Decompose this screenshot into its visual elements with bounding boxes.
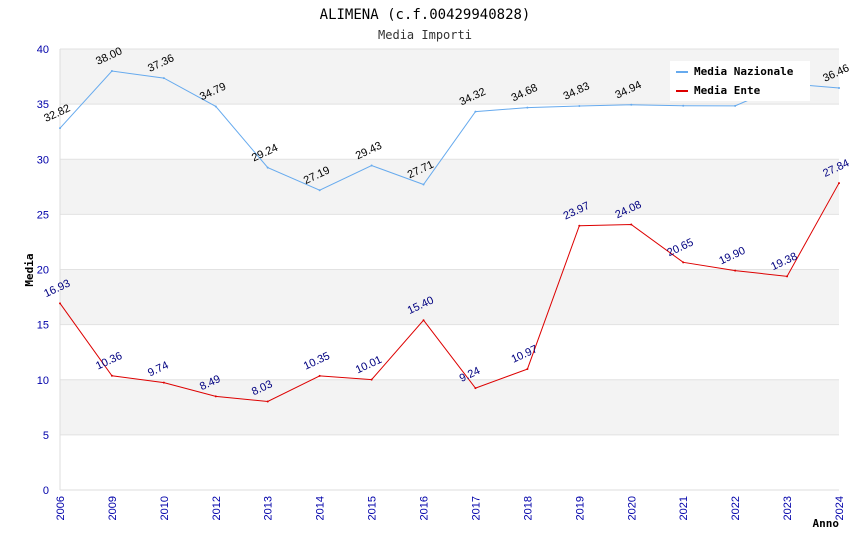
x-tick-label: 2006 xyxy=(55,496,67,520)
x-tick-label: 2021 xyxy=(678,496,690,520)
y-tick-label: 20 xyxy=(37,265,49,277)
data-point-media-ente xyxy=(526,368,529,371)
series-line-media-ente xyxy=(59,182,840,402)
y-tick-label: 40 xyxy=(37,44,49,56)
data-point-media-nazionale xyxy=(474,110,477,113)
data-point-media-ente xyxy=(682,261,685,264)
data-point-media-nazionale xyxy=(162,77,165,80)
grid-band xyxy=(60,434,839,490)
grid-bands xyxy=(60,48,839,491)
grid-band xyxy=(60,379,839,435)
data-point-media-nazionale xyxy=(59,127,61,130)
data-point-media-ente xyxy=(578,224,581,227)
x-tick-label: 2022 xyxy=(730,496,742,520)
series-group xyxy=(59,70,840,403)
data-point-media-ente xyxy=(110,374,113,377)
legend: Media Nazionale Media Ente xyxy=(670,61,810,101)
data-point-media-nazionale xyxy=(630,103,633,106)
x-tick-label: 2024 xyxy=(834,496,846,520)
y-tick-label: 0 xyxy=(43,485,49,497)
x-tick-label: 2014 xyxy=(315,496,327,520)
data-point-media-ente xyxy=(162,381,165,384)
x-tick-label: 2017 xyxy=(470,496,482,520)
data-point-media-ente xyxy=(266,400,269,403)
x-tick-label: 2019 xyxy=(574,496,586,520)
data-point-media-ente xyxy=(838,182,840,185)
data-point-media-nazionale xyxy=(578,104,581,107)
data-point-media-nazionale xyxy=(214,105,217,108)
data-point-media-nazionale xyxy=(370,164,373,167)
data-point-media-nazionale xyxy=(318,189,321,192)
data-point-media-ente xyxy=(786,275,789,278)
data-point-media-nazionale xyxy=(734,104,737,107)
data-point-media-ente xyxy=(370,378,373,381)
data-point-media-ente xyxy=(630,223,633,226)
x-tick-label: 2009 xyxy=(107,496,119,520)
y-tick-label: 35 xyxy=(37,99,49,111)
data-point-media-ente xyxy=(474,387,477,390)
legend-label-media-nazionale: Media Nazionale xyxy=(694,65,794,78)
data-point-media-nazionale xyxy=(266,166,269,169)
axes xyxy=(59,49,839,491)
data-point-media-ente xyxy=(422,319,425,322)
x-tick-label: 2015 xyxy=(367,496,379,520)
y-tick-label: 10 xyxy=(37,375,49,387)
data-point-media-nazionale xyxy=(110,70,113,73)
x-tick-label: 2013 xyxy=(263,496,275,520)
y-ticks: 0 5 10 15 20 25 30 35 40 xyxy=(37,44,49,497)
x-ticks: 2006 2009 2010 2012 2013 2014 2015 2016 2017 2018… xyxy=(55,496,846,520)
grid-band xyxy=(60,214,839,270)
x-tick-label: 2012 xyxy=(211,496,223,520)
y-tick-label: 25 xyxy=(37,209,49,221)
chart-title: ALIMENA (c.f.00429940828) xyxy=(320,7,531,23)
x-tick-label: 2010 xyxy=(159,496,171,520)
x-tick-label: 2016 xyxy=(419,496,431,520)
data-point-media-nazionale xyxy=(682,104,685,107)
y-tick-label: 15 xyxy=(37,320,49,332)
x-tick-label: 2020 xyxy=(626,496,638,520)
data-point-media-ente xyxy=(318,374,321,377)
grid-band xyxy=(60,104,839,160)
x-tick-label: 2018 xyxy=(522,496,534,520)
data-point-media-nazionale xyxy=(422,183,425,186)
y-tick-label: 30 xyxy=(37,154,49,166)
grid-band xyxy=(60,269,839,325)
chart-subtitle: Media Importi xyxy=(378,28,472,42)
data-point-media-nazionale xyxy=(838,87,840,90)
legend-label-media-ente: Media Ente xyxy=(694,84,761,97)
data-point-media-ente xyxy=(214,395,217,398)
y-axis-label: Media xyxy=(23,253,36,286)
data-point-media-ente xyxy=(734,269,737,272)
x-tick-label: 2023 xyxy=(782,496,794,520)
data-point-media-ente xyxy=(59,302,61,305)
series-line-media-nazionale xyxy=(59,70,840,191)
x-axis-label: Anno xyxy=(813,517,840,530)
y-tick-label: 5 xyxy=(43,430,49,442)
legend-box xyxy=(670,61,810,101)
grid-band xyxy=(60,159,839,215)
grid-band xyxy=(60,324,839,380)
data-point-media-nazionale xyxy=(526,106,529,109)
